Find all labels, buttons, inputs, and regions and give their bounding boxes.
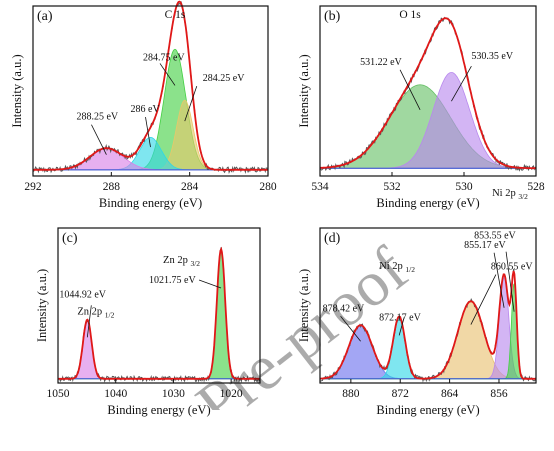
x-tick-label-2: 532 xyxy=(383,181,401,193)
x-tick-label-2: 872 xyxy=(392,388,410,400)
chart-title: C 1s xyxy=(165,9,186,21)
x-axis-label: Binding energy (eV) xyxy=(376,196,479,210)
x-tick-label-4: 856 xyxy=(490,388,508,400)
annotation-text-2: 872.17 eV xyxy=(379,312,421,323)
x-tick-label-4: 1020 xyxy=(220,388,243,400)
plot-frame xyxy=(319,5,537,177)
x-axis-label: Binding energy (eV) xyxy=(107,403,210,417)
x-tick-label-3: 530 xyxy=(455,181,473,193)
panel-label: (c) xyxy=(62,231,78,246)
x-tick-label-3: 864 xyxy=(441,388,459,400)
annotation-text-4: 288.25 eV xyxy=(76,112,118,123)
chart-title: O 1s xyxy=(399,9,421,21)
orbital-label-main: Ni 2p xyxy=(492,188,518,199)
y-axis-label: Intensity (a.u.) xyxy=(297,54,311,127)
orbital-label-main: Ni 2p xyxy=(379,261,405,272)
panel-1: 292 288 284 280 Binding energy (eV) Intensity… xyxy=(10,0,277,210)
fit-envelope xyxy=(320,270,536,380)
annotation-text-2: 530.35 eV xyxy=(471,51,513,62)
y-axis-label: Intensity (a.u.) xyxy=(10,54,24,127)
annotation-arrow-1 xyxy=(399,69,421,111)
y-axis-label: Intensity (a.u.) xyxy=(297,269,311,342)
annotation-text-5: 853.55 eV xyxy=(474,231,516,242)
x-axis-label: Binding energy (eV) xyxy=(99,196,202,210)
x-tick-label-1: 534 xyxy=(311,181,329,193)
annotation-text-3: 286 eV xyxy=(131,104,161,115)
panel-4: 880 872 864 856 Binding energy (eV) Intensity… xyxy=(297,188,537,417)
fit-envelope xyxy=(33,0,268,171)
x-tick-label-2: 1040 xyxy=(104,388,127,400)
x-axis-label: Binding energy (eV) xyxy=(376,403,479,417)
orbital-label-1: Zn 2p 1/2 xyxy=(77,307,114,320)
panel-label: (d) xyxy=(324,231,341,246)
annotation-arrow-2 xyxy=(451,66,472,102)
annotation-text-1: 878.42 eV xyxy=(323,303,365,314)
plot-frame xyxy=(319,227,537,384)
annotation-text-3: 860.55 eV xyxy=(491,262,533,273)
panel-2: 534 532 530 528 Binding energy (eV) Intensity… xyxy=(297,5,545,210)
plot-frame xyxy=(32,5,269,177)
x-tick-label-3: 1030 xyxy=(162,388,185,400)
orbital-label-main: Zn 2p xyxy=(163,255,190,266)
x-tick-label-1: 1050 xyxy=(47,388,70,400)
x-tick-label-3: 284 xyxy=(181,181,199,193)
y-axis-label: Intensity (a.u.) xyxy=(35,269,49,342)
x-tick-label-4: 528 xyxy=(527,181,545,193)
annotation-arrow-2 xyxy=(398,317,405,336)
orbital-label-sub: 3/2 xyxy=(190,259,200,268)
x-tick-label-4: 280 xyxy=(259,181,277,193)
fit-envelope xyxy=(58,246,260,380)
peak-fill-3 xyxy=(33,136,268,171)
annotation-arrow-2 xyxy=(198,279,222,289)
annotation-arrow-5 xyxy=(505,251,515,312)
fit-envelope xyxy=(319,17,536,170)
panel-3: 1050 1040 1030 1020 Binding energy (eV) Inten… xyxy=(35,227,261,417)
plot-frame xyxy=(57,227,261,384)
orbital-label-2: Ni 2p 3/2 xyxy=(492,188,528,201)
annotation-text-4: 855.17 eV xyxy=(464,240,506,251)
x-tick-label-1: 292 xyxy=(24,181,42,193)
annotation-arrow-1 xyxy=(159,63,176,86)
annotation-text-2: 1021.75 eV xyxy=(149,275,196,286)
annotation-text-1: 284.75 eV xyxy=(143,52,185,63)
annotation-text-1: 1044.92 eV xyxy=(59,289,106,300)
orbital-label-sub: 1/2 xyxy=(405,265,415,274)
annotation-arrow-1 xyxy=(340,316,361,342)
panel-label: (a) xyxy=(37,9,53,24)
annotation-text-2: 284.25 eV xyxy=(203,73,245,84)
x-tick-label-1: 880 xyxy=(342,388,360,400)
orbital-label-2: Zn 2p 3/2 xyxy=(163,255,200,268)
orbital-label-main: Zn 2p xyxy=(77,307,104,318)
orbital-label-sub: 1/2 xyxy=(105,311,115,320)
annotation-arrow-3 xyxy=(145,117,151,148)
annotation-arrow-4 xyxy=(91,124,107,155)
annotation-text-1: 531.22 eV xyxy=(360,57,402,68)
panels-layer: 292 288 284 280 Binding energy (eV) Intensity… xyxy=(10,0,545,417)
annotation-arrow-3 xyxy=(470,274,497,325)
annotation-arrow-4 xyxy=(493,252,505,308)
orbital-label-sub: 3/2 xyxy=(518,192,528,201)
annotation-arrow-2 xyxy=(184,86,198,122)
annotation-arrow-1 xyxy=(86,305,92,338)
panel-label: (b) xyxy=(324,9,341,24)
orbital-label-1: Ni 2p 1/2 xyxy=(379,261,415,274)
x-tick-label-2: 288 xyxy=(103,181,121,193)
